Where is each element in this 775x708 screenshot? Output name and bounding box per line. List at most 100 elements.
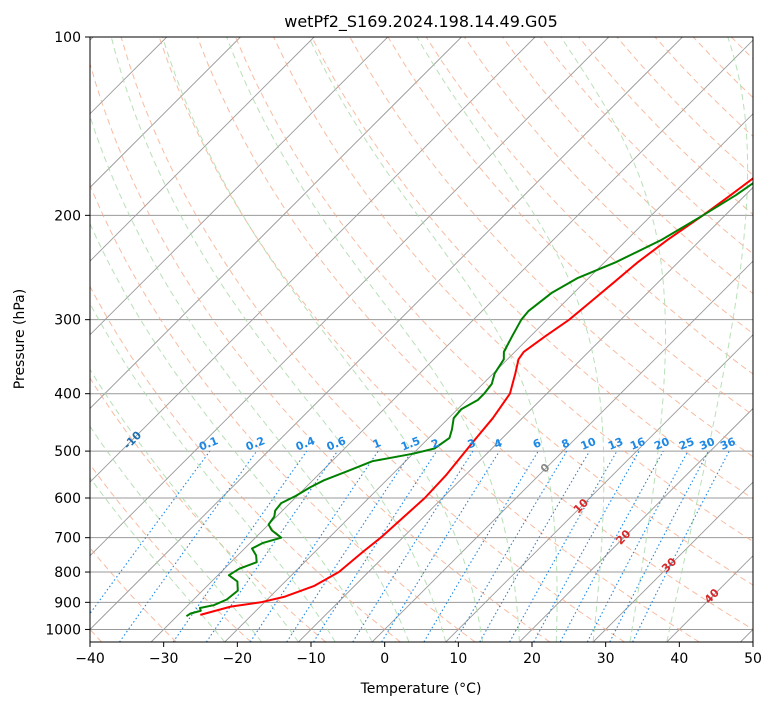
moist-adiabat-line: [560, 37, 666, 642]
axes: −40 −30 −20 −10 0 10 20 30 40 5010020030040050060…: [45, 30, 762, 667]
moist-adiabat-line: [90, 222, 373, 642]
y-tick-label: 900: [54, 595, 81, 611]
y-axis-label: Pressure (hPa): [12, 289, 28, 389]
x-tick-label: 50: [744, 651, 762, 667]
plot-frame: [89, 36, 754, 643]
moist-adiabat-line: [162, 37, 484, 642]
mixing-ratio-label: 30: [698, 435, 717, 453]
x-tick-label: 20: [523, 651, 541, 667]
mixing-ratio-label: 1: [371, 436, 383, 451]
x-tick-label: 40: [670, 651, 688, 667]
mixing-ratio-line: [119, 450, 258, 642]
mixing-ratio-line: [509, 450, 618, 642]
isotherm-line: [90, 37, 241, 189]
mixing-ratio-line: [286, 450, 413, 642]
dry-adiabat-line: [502, 37, 753, 295]
mixing-ratio-line: [454, 450, 568, 642]
y-tick-label: 700: [54, 531, 81, 547]
isotherm-line: [90, 37, 389, 336]
dry-adiabat-line: [616, 37, 753, 176]
isotherm-line: [150, 39, 753, 642]
dry-adiabat-label: -10: [121, 428, 144, 451]
dry-adiabat-line: [90, 377, 327, 642]
y-tick-label: 400: [54, 387, 81, 403]
x-tick-label: −40: [75, 651, 105, 667]
moist-adiabat-label: 20: [613, 527, 633, 547]
mixing-ratio-line: [90, 450, 211, 615]
isotherm-line: [90, 37, 610, 557]
mixing-ratio-label: 16: [628, 435, 647, 453]
diagram-background-lines: [90, 37, 775, 642]
y-tick-label: 100: [54, 30, 81, 46]
sounding-profiles: [185, 177, 753, 618]
x-tick-label: −30: [149, 651, 179, 667]
dry-adiabat-line: [311, 37, 753, 500]
mixing-ratio-line: [352, 450, 474, 642]
x-tick-label: −20: [223, 651, 253, 667]
moist-adiabat-line: [110, 37, 447, 642]
mixing-ratio-line: [172, 450, 308, 642]
dry-adiabat-line: [349, 37, 753, 458]
mixing-ratio-line: [586, 450, 689, 642]
isotherm-line: [445, 334, 753, 642]
mixing-ratio-line: [559, 450, 664, 642]
dry-adiabat-line: [90, 183, 476, 642]
dry-adiabat-line: [540, 37, 753, 255]
dry-adiabat-line: [158, 37, 700, 642]
y-tick-label: 300: [54, 313, 81, 329]
dry-adiabat-line: [120, 37, 625, 642]
mixing-ratio-label: 8: [560, 436, 572, 451]
moist-adiabat-line: [416, 37, 605, 642]
moist-adiabat-label: 40: [702, 586, 722, 606]
moist-adiabat-line: [90, 425, 262, 642]
mixing-ratio-label: 6: [531, 436, 543, 451]
mixing-ratio-label: 20: [652, 435, 671, 453]
isotherm-line: [666, 555, 753, 642]
mixing-ratio-label: 3: [466, 436, 478, 451]
dry-adiabat-line: [90, 463, 252, 642]
isotherm-line: [90, 37, 462, 410]
x-tick-label: −10: [296, 651, 326, 667]
dewpoint-profile-line: [185, 181, 753, 618]
isotherm-line: [90, 37, 536, 483]
mixing-ratio-line: [249, 450, 379, 642]
dry-adiabat-line: [654, 37, 753, 138]
isotherm-line: [90, 37, 315, 262]
moist-adiabat-line: [666, 37, 749, 642]
mixing-ratio-line: [313, 450, 438, 642]
dry-adiabat-line: [273, 37, 753, 543]
dry-adiabat-line: [692, 37, 753, 99]
mixing-ratio-label: 10: [579, 435, 598, 453]
moist-adiabat-label: 10: [571, 496, 591, 516]
x-axis-label: Temperature (°C): [360, 681, 482, 697]
mixing-ratio-label: 13: [606, 435, 625, 453]
moist-adiabat-line: [226, 37, 520, 642]
mixing-ratio-line: [381, 450, 500, 642]
x-tick-label: 30: [597, 651, 615, 667]
temperature-profile-line: [200, 177, 753, 616]
moist-adiabat-line: [90, 114, 410, 642]
isotherm-line: [224, 113, 753, 642]
dry-adiabat-line: [769, 37, 775, 642]
moist-adiabat-line: [90, 476, 226, 642]
mixing-ratio-label: 2: [429, 436, 441, 451]
y-tick-label: 1000: [45, 622, 81, 638]
y-tick-label: 800: [54, 565, 81, 581]
dry-adiabat-line: [235, 37, 753, 586]
y-tick-label: 500: [54, 444, 81, 460]
dry-adiabat-line: [196, 37, 753, 630]
mixing-ratio-label: 4: [492, 436, 504, 451]
isotherm-line: [90, 37, 683, 631]
x-tick-label: 0: [380, 651, 389, 667]
mixing-ratio-line: [533, 450, 640, 642]
moist-adiabat-label: 0: [538, 461, 553, 476]
isotherm-line: [592, 481, 753, 642]
dry-adiabat-line: [463, 37, 753, 335]
dry-adiabat-line: [90, 62, 551, 642]
mixing-ratio-label: 25: [677, 435, 696, 453]
x-tick-label: 10: [449, 651, 467, 667]
y-tick-label: 600: [54, 491, 81, 507]
mixing-ratio-label: 36: [718, 435, 737, 453]
y-tick-label: 200: [54, 208, 81, 224]
